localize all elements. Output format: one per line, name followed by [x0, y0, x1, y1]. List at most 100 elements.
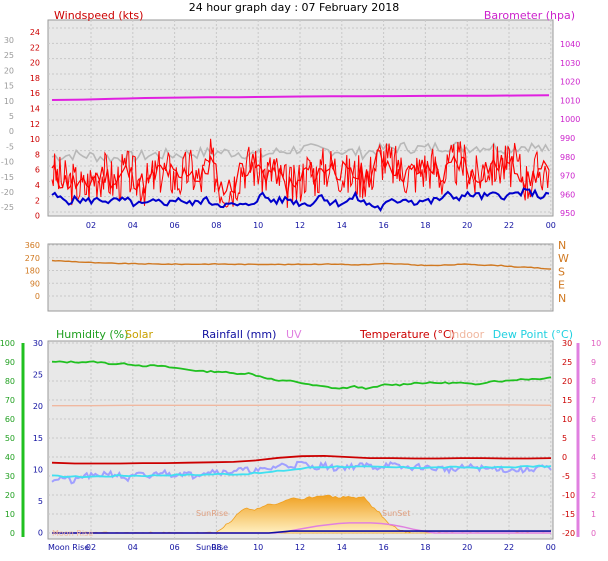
moonrise-label: Moon Rise	[48, 543, 89, 552]
x-tick-label: 04	[128, 221, 138, 230]
barometer-tick: 950	[560, 209, 575, 218]
humidity-tick: 60	[5, 415, 15, 424]
outer-left-tick: -15	[1, 173, 14, 182]
dewpoint-label: Dew Point (°C)	[493, 328, 573, 341]
x-tick-label: 18	[420, 221, 430, 230]
uv-tick: 10	[591, 339, 601, 348]
humidity-tick: 90	[5, 358, 15, 367]
humidity-tick: 50	[5, 434, 15, 443]
windspeed-tick: 10	[30, 135, 40, 144]
humidity-tick: 10	[5, 510, 15, 519]
x-tick-label: 10	[253, 221, 263, 230]
barometer-tick: 1030	[560, 59, 580, 68]
temperature-tick: 15	[562, 396, 572, 405]
temperature-tick: -10	[562, 491, 575, 500]
direction-tick: 270	[25, 254, 40, 263]
humidity-tick: 0	[10, 529, 15, 538]
rainfall-tick: 20	[33, 402, 43, 411]
barometer-tick: 970	[560, 172, 575, 181]
uv-tick: 0	[591, 529, 596, 538]
x-tick-label: 02	[86, 221, 96, 230]
moonrise-label-inner: Moon Rise	[52, 529, 93, 538]
windspeed-tick: 22	[30, 43, 40, 52]
humidity-tick: 70	[5, 396, 15, 405]
x-tick-label: 06	[170, 543, 180, 552]
rainfall-line	[52, 530, 551, 534]
indoor-temp-line	[52, 404, 552, 407]
windspeed-tick: 20	[30, 59, 40, 68]
dewpoint-line	[51, 464, 552, 479]
windspeed-tick: 6	[35, 166, 40, 175]
outer-left-tick: -10	[1, 158, 14, 167]
x-tick-label: 06	[170, 221, 180, 230]
page-title: 24 hour graph day : 07 February 2018	[189, 1, 400, 14]
compass-label: N	[558, 292, 566, 305]
x-tick-label: 18	[420, 543, 430, 552]
x-tick-label: 00	[546, 543, 556, 552]
rainfall-label: Rainfall (mm)	[202, 328, 276, 341]
solar-label: Solar	[125, 328, 154, 341]
uv-tick: 9	[591, 358, 596, 367]
x-tick-label: 12	[295, 543, 305, 552]
rainfall-tick: 0	[38, 529, 43, 538]
temperature-line	[51, 454, 552, 465]
humidity-tick: 80	[5, 377, 15, 386]
direction-tick: 360	[25, 241, 40, 250]
outer-left-tick: -25	[1, 203, 14, 212]
rainfall-tick: 25	[33, 371, 43, 380]
uv-tick: 4	[591, 453, 596, 462]
barometer-tick: 960	[560, 190, 575, 199]
outer-left-tick: -5	[6, 142, 14, 151]
x-tick-label: 12	[295, 221, 305, 230]
windspeed-tick: 8	[35, 150, 40, 159]
outer-left-tick: 30	[4, 36, 14, 45]
rainfall-tick: 30	[33, 339, 43, 348]
outer-left-tick: 25	[4, 51, 14, 60]
x-tick-label: 20	[462, 221, 472, 230]
temperature-label: Temperature (°C)	[359, 328, 455, 341]
wind-panel: Windspeed (kts) Barometer (hpa) 30252015…	[1, 9, 580, 230]
windspeed-tick: 18	[30, 74, 40, 83]
uv-tick: 6	[591, 415, 596, 424]
x-tick-label: 10	[253, 543, 263, 552]
indoor-label: Indoor	[449, 328, 485, 341]
wind-direction-line	[51, 259, 552, 270]
windspeed-label: Windspeed (kts)	[54, 9, 143, 22]
barometer-tick: 1040	[560, 40, 580, 49]
uv-tick: 5	[591, 434, 596, 443]
uv-tick: 2	[591, 491, 596, 500]
windspeed-avg-line	[51, 150, 550, 197]
humidity-line	[51, 360, 552, 390]
sunrise-label-inner: SunRise	[196, 509, 228, 518]
x-tick-label: 20	[462, 543, 472, 552]
x-tick-label: 14	[337, 221, 347, 230]
rainfall-tick: 10	[33, 465, 43, 474]
humidity-tick: 40	[5, 453, 15, 462]
temperature-tick: -15	[562, 510, 575, 519]
x-tick-label: 08	[211, 543, 221, 552]
x-tick-label: 04	[128, 543, 138, 552]
rainfall-tick: 15	[33, 434, 43, 443]
temperature-tick: 30	[562, 339, 572, 348]
uv-tick: 7	[591, 396, 596, 405]
windspeed-tick: 0	[35, 212, 40, 221]
sunset-label-inner: SunSet	[382, 509, 410, 518]
x-tick-label: 22	[504, 221, 514, 230]
humidity-label: Humidity (%)	[56, 328, 128, 341]
windspeed-tick: 14	[30, 105, 40, 114]
outer-left-tick: 5	[9, 112, 14, 121]
x-tick-label: 16	[379, 221, 389, 230]
barometer-tick: 1010	[560, 96, 580, 105]
compass-label: N	[558, 239, 566, 252]
windspeed-tick: 24	[30, 28, 40, 37]
temperature-tick: 0	[562, 453, 567, 462]
windspeed-tick: 12	[30, 120, 40, 129]
uv-tick: 8	[591, 377, 596, 386]
compass-label: E	[558, 279, 565, 292]
outer-left-tick: 15	[4, 82, 14, 91]
temperature-tick: 25	[562, 358, 572, 367]
x-tick-label: 16	[379, 543, 389, 552]
windspeed-tick: 16	[30, 89, 40, 98]
